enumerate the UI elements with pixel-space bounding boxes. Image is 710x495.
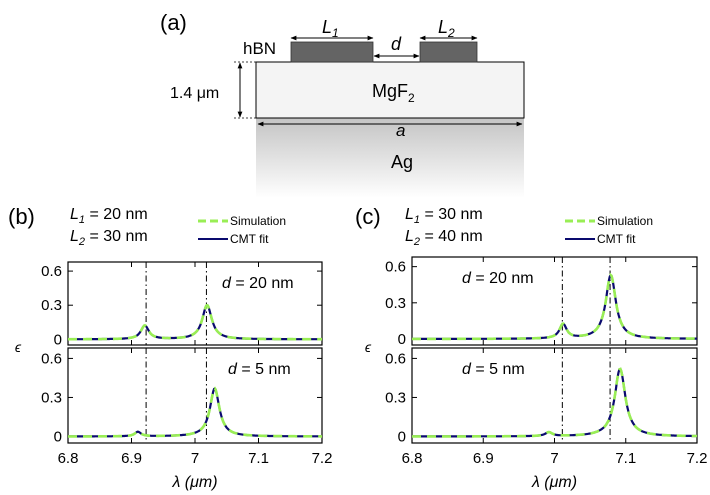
series-cmt-fit-line [412, 367, 697, 438]
subplot-1: 0 0.3 0.6 d = 20 nm [385, 256, 698, 348]
legend-simulation-label: Simulation [230, 214, 286, 228]
param-label: L2 = 40 nm [405, 228, 483, 248]
subplot-2: 0 0.3 0.6 d = 5 nm 6.8 6.9 7 7.1 7.2 λ (μm) [41, 347, 333, 491]
x-tick-label: 6.9 [473, 450, 494, 467]
period-label: a [396, 121, 405, 140]
ag-substrate [256, 118, 524, 198]
hbn-label: hBN [243, 39, 276, 58]
x-tick-label: 7.2 [312, 450, 333, 467]
subplot-annotation: d = 5 nm [462, 361, 525, 378]
y-tick-label: 0.3 [41, 297, 62, 314]
param-label: L1 = 30 nm [405, 206, 483, 226]
x-tick-label: 7 [550, 450, 558, 467]
ag-label: Ag [391, 152, 413, 172]
y-axis-label: ϵ [15, 339, 22, 355]
legend-simulation-label: Simulation [597, 214, 653, 228]
y-tick-label: 0.3 [41, 389, 62, 406]
y-tick-label: 0.3 [385, 389, 406, 406]
y-tick-label: 0 [398, 331, 406, 348]
y-tick-label: 0 [54, 428, 62, 445]
schematic-panel: (a) Ag MgF2 hBN L1 L2 d 1.4 μm a [160, 10, 525, 198]
x-tick-label: 7.1 [615, 450, 636, 467]
l1-label: L1 [322, 17, 339, 40]
x-tick-label: 7.1 [248, 450, 269, 467]
series-simulation-line [412, 272, 697, 341]
series-simulation-line [68, 303, 322, 341]
subplot-annotation: d = 20 nm [222, 275, 294, 292]
y-tick-label: 0 [54, 331, 62, 348]
panel-label: (b) [8, 204, 35, 229]
x-tick-label: 6.9 [121, 450, 142, 467]
mgf2-label: MgF2 [372, 81, 415, 105]
x-axis-label: λ (μm) [531, 474, 577, 491]
x-tick-label: 7.2 [687, 450, 708, 467]
y-tick-label: 0.6 [385, 259, 406, 276]
axes-frame [411, 347, 698, 444]
x-tick-label: 7 [191, 450, 199, 467]
hbn-ribbon-2 [419, 41, 478, 63]
series-simulation-line [412, 367, 697, 438]
series-cmt-fit-line [68, 386, 322, 438]
thickness-label: 1.4 μm [170, 85, 219, 102]
y-tick-label: 0 [398, 428, 406, 445]
y-axis-label: ϵ [365, 339, 372, 355]
subplot-annotation: d = 20 nm [462, 270, 534, 287]
axes-frame [411, 256, 698, 346]
legend-cmt-label: CMT fit [230, 232, 269, 246]
subplot-2: 0 0.3 0.6 d = 5 nm 6.8 6.9 7 7.1 7.2 λ (μm) [385, 347, 708, 491]
series-simulation-line [68, 386, 322, 438]
y-tick-label: 0.6 [385, 350, 406, 367]
x-tick-label: 6.8 [402, 450, 423, 467]
param-label: L2 = 30 nm [70, 228, 148, 248]
y-tick-label: 0.6 [41, 350, 62, 367]
subplot-annotation: d = 5 nm [228, 361, 291, 378]
x-axis-label: λ (μm) [171, 474, 217, 491]
panel-a-label: (a) [160, 10, 187, 35]
y-tick-label: 0.3 [385, 295, 406, 312]
subplot-1: 0 0.3 0.6 d = 20 nm [41, 261, 323, 348]
panel-label: (c) [355, 204, 381, 229]
l2-label: L2 [438, 17, 455, 40]
param-label: L1 = 20 nm [70, 206, 148, 226]
mgf2-slab [255, 61, 525, 119]
legend-cmt-label: CMT fit [597, 232, 636, 246]
d-label: d [391, 34, 402, 54]
series-cmt-fit-line [412, 273, 697, 340]
hbn-ribbon-1 [290, 41, 374, 63]
x-tick-label: 6.8 [58, 450, 79, 467]
y-tick-label: 0.6 [41, 263, 62, 280]
